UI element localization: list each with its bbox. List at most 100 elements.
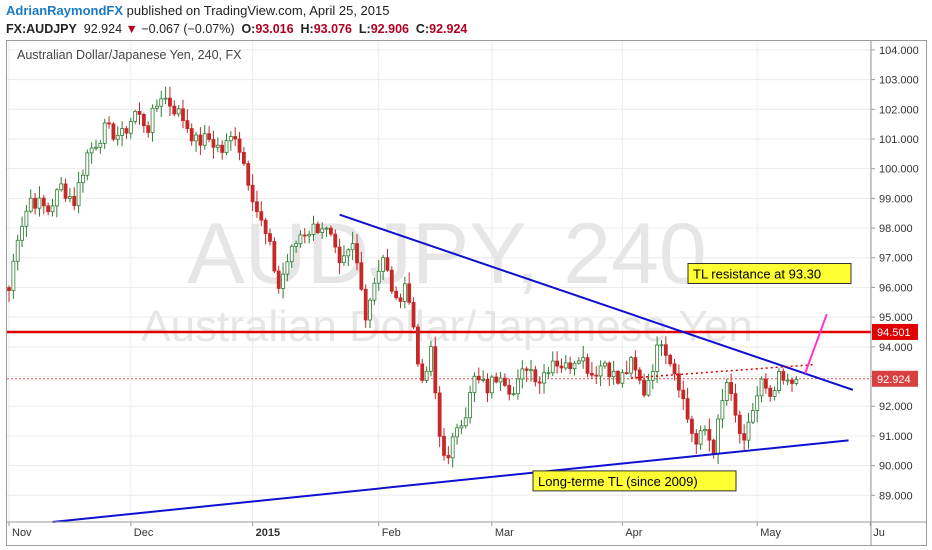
- candle-body: [685, 398, 690, 420]
- candle-body: [211, 139, 216, 148]
- candle-body: [629, 357, 633, 374]
- price-tick-label: 96.000: [879, 282, 913, 294]
- candle-body: [72, 196, 77, 207]
- candle-body: [690, 418, 694, 434]
- callout-text-resistance: TL resistance at 93.30: [693, 267, 821, 282]
- candle-body: [137, 111, 142, 115]
- candle-body: [524, 368, 529, 371]
- time-tick-label: Apr: [625, 527, 642, 539]
- down-arrow-icon: ▼: [125, 22, 138, 36]
- candle-body: [59, 183, 64, 191]
- candle-body: [307, 233, 312, 237]
- candle-body: [677, 373, 681, 391]
- candle-body: [698, 430, 703, 445]
- price-badge: [872, 323, 918, 340]
- time-axis[interactable]: Nov Dec 2015 Feb Mar Apr May Ju: [7, 521, 926, 539]
- price-chart[interactable]: AUDJPY, 240 Australian Dollar/Japanese Y…: [7, 41, 926, 545]
- candle-body: [463, 417, 468, 427]
- candle-body: [402, 283, 407, 302]
- trendlines[interactable]: [52, 213, 854, 523]
- price-axis[interactable]: 104.000 103.000 102.000 101.000 100.000 99.00…: [870, 41, 926, 545]
- time-tick-label: Ju: [873, 527, 885, 539]
- candle-body: [746, 421, 751, 441]
- candle-body: [89, 147, 94, 154]
- price-badge: [872, 370, 918, 387]
- candle-body: [737, 414, 742, 435]
- candle-body: [342, 255, 346, 264]
- candle-body: [185, 120, 190, 129]
- falling-trendline: [339, 213, 854, 391]
- candle-body: [415, 326, 420, 365]
- candle-body: [646, 379, 651, 396]
- last-price: 92.924: [83, 22, 123, 36]
- candle-body: [498, 377, 503, 383]
- candle-body: [398, 297, 403, 302]
- candle-body: [350, 243, 355, 251]
- candle-body: [603, 362, 607, 367]
- candle-body: [154, 105, 159, 109]
- callout-pointer: [804, 313, 828, 374]
- candle-body: [133, 111, 138, 122]
- candle-body: [642, 379, 646, 396]
- dotted-trend: [630, 363, 814, 379]
- candle-body: [450, 436, 455, 459]
- candle-body: [733, 393, 738, 416]
- candle-body: [563, 362, 568, 369]
- candle-body: [511, 393, 516, 396]
- candle-body: [102, 122, 107, 144]
- candle-body: [220, 144, 225, 153]
- candle-body: [476, 375, 481, 381]
- candle-body: [446, 454, 451, 459]
- candle-body: [485, 378, 490, 394]
- candle-body: [494, 376, 499, 383]
- candle-body: [368, 299, 372, 321]
- candle-body: [20, 225, 24, 241]
- price-tick-label: 97.000: [879, 253, 913, 265]
- candle-body: [285, 261, 290, 275]
- candle-body: [472, 375, 477, 393]
- candle-body: [772, 390, 777, 397]
- price-tick-label: 103.000: [879, 75, 919, 87]
- candle-body: [529, 369, 533, 372]
- published-text: published on TradingView.com, April 25, …: [126, 3, 390, 18]
- candle-body: [663, 344, 668, 356]
- candle-body: [228, 136, 233, 142]
- candle-body: [502, 377, 507, 386]
- candle-body: [172, 105, 177, 115]
- candle-body: [703, 429, 707, 432]
- candle-body: [94, 146, 98, 149]
- candle-body: [63, 183, 68, 199]
- price-tick-label: 101.000: [879, 134, 919, 146]
- quote-line: FX:AUDJPY 92.924 ▼ −0.067 (−0.07%) O:93.…: [6, 20, 926, 38]
- candle-body: [289, 245, 294, 263]
- candle-body: [764, 378, 768, 389]
- candle-body: [750, 410, 755, 423]
- candle-body: [759, 378, 764, 397]
- candle-body: [681, 389, 686, 400]
- candle-body: [381, 257, 386, 272]
- price-change: −0.067 (−0.07%): [141, 22, 235, 36]
- candle-body: [559, 365, 564, 369]
- time-tick-label: Mar: [495, 527, 514, 539]
- low-value: 92.906: [370, 22, 409, 36]
- candle-body: [215, 144, 220, 148]
- candle-body: [294, 243, 299, 247]
- candle-body: [324, 227, 329, 230]
- candle-body: [107, 122, 111, 125]
- author-link[interactable]: AdrianRaymondFX: [6, 3, 124, 18]
- candle-body: [68, 196, 72, 199]
- chart-frame[interactable]: AUDJPY, 240 Australian Dollar/Japanese Y…: [6, 40, 927, 546]
- candle-body: [389, 269, 394, 292]
- candle-body: [624, 372, 629, 375]
- price-tick-label: 104.000: [879, 45, 919, 57]
- candle-body: [33, 197, 38, 209]
- candle-body: [359, 262, 364, 290]
- callout-box-resistance: [687, 263, 852, 284]
- candle-body: [768, 387, 773, 397]
- candle-body: [328, 227, 333, 235]
- candle-body: [777, 371, 781, 392]
- candle-body: [611, 370, 616, 378]
- candle-body: [333, 233, 338, 248]
- symbol-label[interactable]: FX:AUDJPY: [6, 22, 77, 36]
- candle-body: [790, 379, 794, 384]
